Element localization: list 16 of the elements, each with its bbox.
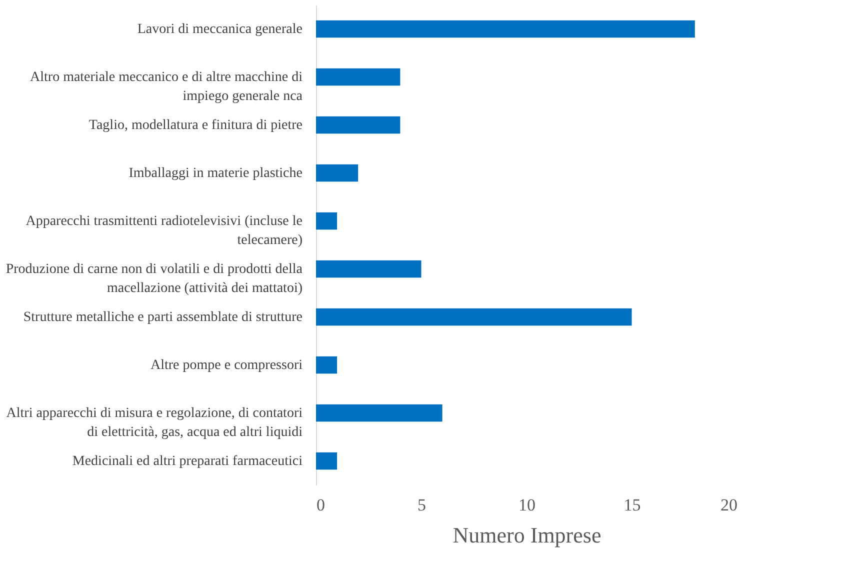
x-tick-label: 15 [624,496,641,514]
x-tick-label: 0 [316,496,325,514]
y-tick-label: Lavori di meccanica generale [137,22,302,37]
x-tick-label: 10 [518,496,536,514]
x-axis-title: Numero Imprese [452,522,602,548]
y-tick-label: Altro materiale meccanico e di altre macchine di impiego generale nca [30,70,304,104]
y-tick-label: Altre pompe e compressori [150,358,303,373]
y-tick-label: Produzione di carne non di volatili e di prodotti della macellazione (attività dei mattatoi) [6,262,304,296]
y-tick-label: Taglio, modellatura e finitura di pietre [88,118,302,133]
y-tick-label: Medicinali ed altri preparati farmaceutici [72,454,303,469]
y-tick-label: Apparecchi trasmittenti radiotelevisivi (incluse le telecamere) [26,214,303,248]
y-tick-label: Altri apparecchi di misura e regolazione, di contatori di elettricità, gas, acqua ed altri liquidi [6,406,303,440]
y-tick-label: Imballaggi in materie plastiche [128,166,302,181]
x-tick-label: 5 [418,496,426,514]
x-tick-label: 20 [720,496,738,514]
y-tick-label: Strutture metalliche e parti assemblate di strutture [23,310,302,325]
